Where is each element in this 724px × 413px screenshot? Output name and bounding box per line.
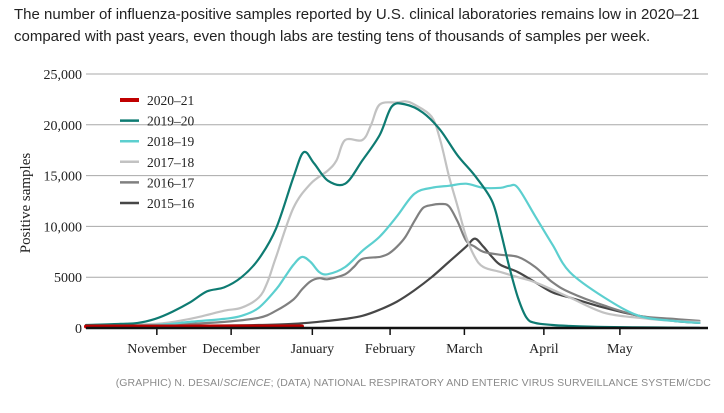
source-credit: (GRAPHIC) N. DESAI/SCIENCE; (DATA) NATIO… [115,377,711,389]
series-lines [84,100,701,329]
y-axis-label: Positive samples [18,153,34,254]
x-tick-december: December [202,342,260,357]
grid-lines [86,73,708,278]
legend-label-2015-16: 2015–16 [147,196,195,211]
series-line-2016-17 [84,202,701,328]
y-tick-labels: 0 5000 10,000 15,000 20,000 25,000 [44,68,83,337]
legend-label-2017-18: 2017–18 [147,155,195,170]
x-tick-february: February [365,342,416,357]
legend-label-2019-20: 2019–20 [147,114,195,129]
series-line-2018-19 [84,182,701,328]
legend-label-2020-21: 2020–21 [147,93,194,108]
series-line-2017-18 [84,100,701,328]
x-tick-march: March [446,342,483,357]
y-tick-10000: 10,000 [44,220,83,235]
y-tick-20000: 20,000 [44,119,83,134]
y-tick-25000: 25,000 [44,68,83,83]
series-line-2019-20 [84,102,701,329]
y-tick-15000: 15,000 [44,170,83,185]
x-tick-january: January [291,342,335,357]
x-tick-labels: November December January February March Apri… [127,328,633,357]
y-tick-0: 0 [75,322,82,337]
y-tick-5000: 5000 [54,271,82,286]
x-tick-may: May [607,342,633,357]
legend: 2020–21 2019–20 2018–19 2017–18 2016–17 2015–… [120,93,195,211]
x-tick-april: April [529,342,559,357]
legend-label-2018-19: 2018–19 [147,134,195,149]
chart-caption: The number of influenza-positive samples… [14,6,700,45]
x-tick-november: November [127,342,186,357]
legend-label-2016-17: 2016–17 [147,175,195,190]
